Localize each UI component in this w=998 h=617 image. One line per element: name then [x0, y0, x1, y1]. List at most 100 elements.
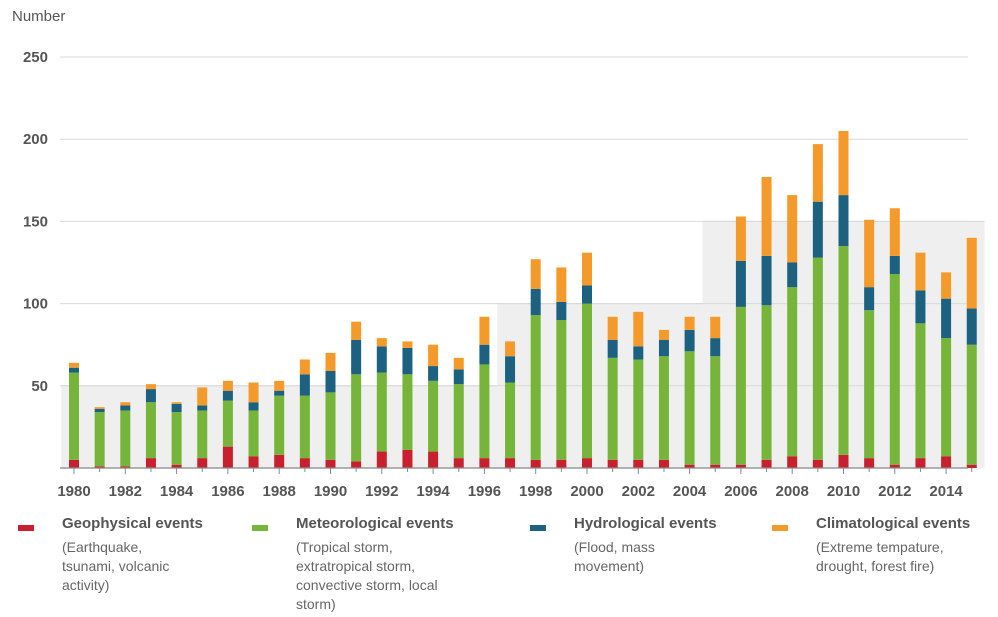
bar-segment — [69, 367, 79, 373]
bar-segment — [889, 255, 900, 275]
bar-segment — [607, 316, 618, 340]
bar-segment — [684, 329, 695, 352]
bar-segment — [838, 195, 849, 247]
bar-segment — [325, 459, 336, 468]
bar-segment — [812, 201, 823, 258]
bar-segment — [376, 451, 387, 468]
bar-segment — [787, 287, 798, 457]
bar-segment — [299, 458, 310, 468]
legend-swatch-meteorological — [252, 525, 268, 531]
bar-segment — [94, 412, 105, 467]
bar-segment — [351, 321, 362, 340]
bar-segment — [761, 255, 772, 306]
bar-segment — [479, 458, 490, 468]
bar-segment — [658, 356, 669, 460]
bar-segment — [735, 306, 746, 465]
legend-desc-climatological: (Extreme tempature, drought, forest fire… — [816, 539, 944, 574]
bar-segment — [402, 341, 413, 348]
bar-segment — [710, 316, 721, 339]
x-tick-label: 2002 — [622, 483, 655, 500]
bar-segment — [248, 410, 259, 457]
x-tick-label: 1984 — [160, 483, 194, 500]
bar-segment — [248, 382, 259, 403]
bar-segment — [658, 329, 669, 340]
bar-segment — [684, 351, 695, 465]
bar-segment — [145, 389, 156, 403]
bar-segment — [222, 390, 233, 401]
bar-segment — [120, 405, 131, 411]
legend-swatch-geophysical — [18, 525, 34, 531]
bar-segment — [812, 144, 823, 202]
bar-segment — [505, 382, 516, 459]
bar-segment — [325, 371, 336, 393]
legend-title-hydrological: Hydrological events — [574, 515, 717, 532]
x-tick-label: 1998 — [519, 483, 552, 500]
x-tick-label: 1980 — [57, 483, 90, 500]
y-tick-label: 150 — [23, 213, 48, 230]
bar-segment — [120, 466, 131, 468]
bar-segment — [761, 177, 772, 256]
legend-desc-meteorological: (Tropical storm, extratropical storm, co… — [296, 539, 438, 612]
bar-segment — [582, 252, 592, 286]
bar-segment — [941, 456, 952, 468]
x-tick-label: 2000 — [570, 483, 603, 500]
bar-segment — [479, 344, 490, 365]
bar-segment — [889, 208, 900, 256]
bar-segment — [197, 405, 208, 411]
bar-segment — [299, 374, 310, 396]
y-tick-label: 250 — [23, 49, 48, 66]
bar-segment — [864, 287, 875, 311]
bar-segment — [710, 338, 721, 357]
bar-segment — [941, 338, 952, 457]
bar-segment — [838, 130, 849, 196]
bar-segment — [69, 362, 79, 368]
legend: Geophysical events (Earthquake, tsunami,… — [0, 515, 998, 615]
bar-segment — [966, 344, 977, 465]
bar-segment — [145, 402, 156, 459]
bar-segment — [325, 352, 336, 372]
bar-segment — [838, 246, 849, 455]
bar-segment — [299, 359, 310, 375]
bar-segment — [505, 458, 516, 468]
bar-segment — [864, 219, 875, 288]
bar-segment — [889, 464, 900, 468]
x-tick-label: 2012 — [878, 483, 911, 500]
bar-segment — [710, 464, 721, 468]
bar-segment — [197, 458, 208, 468]
bar-segment — [915, 290, 926, 324]
bar-segment — [556, 267, 567, 302]
x-tick-label: 2010 — [827, 483, 860, 500]
bar-segment — [376, 372, 387, 452]
bar-segment — [633, 311, 644, 347]
bar-segment — [222, 446, 233, 468]
bar-segment — [222, 380, 233, 391]
bar-segment — [453, 384, 464, 459]
bar-segment — [582, 303, 592, 459]
bar-segment — [761, 459, 772, 468]
bar-segment — [120, 402, 131, 406]
bar-segment — [633, 346, 644, 360]
legend-desc-geophysical: (Earthquake, tsunami, volcanic activity) — [62, 539, 170, 593]
bar-segment — [376, 338, 387, 347]
bar-segment — [171, 412, 182, 465]
bar-segment — [428, 380, 439, 452]
bar-segment — [530, 459, 541, 468]
bar-segment — [505, 356, 516, 383]
bar-segment — [658, 339, 669, 357]
bar-segment — [735, 216, 746, 261]
bar-segment — [607, 459, 618, 468]
bar-segment — [274, 454, 285, 468]
bar-segment — [171, 403, 182, 413]
bar-segment — [274, 380, 285, 391]
bar-segment — [530, 315, 541, 460]
bar-segment — [633, 359, 644, 460]
y-axis-title: Number — [12, 8, 66, 25]
x-tick-label: 2008 — [776, 483, 809, 500]
bar-segment — [530, 288, 541, 316]
bar-segment — [710, 356, 721, 465]
bar-segment — [735, 260, 746, 307]
x-tick-label: 1996 — [468, 483, 501, 500]
bar-segment — [171, 464, 182, 468]
bar-segment — [761, 305, 772, 460]
bar-segment — [479, 316, 490, 345]
